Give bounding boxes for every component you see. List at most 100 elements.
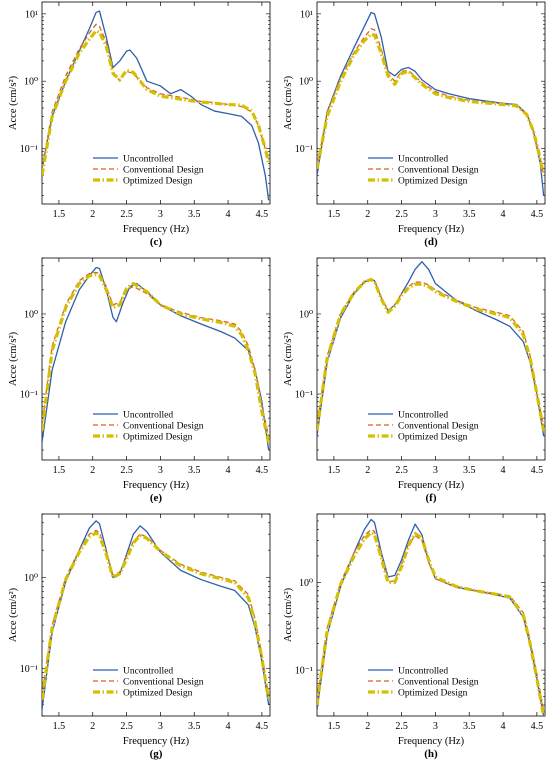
x-tick-label: 1.5 bbox=[328, 721, 341, 732]
x-tick-label: 2 bbox=[90, 209, 95, 220]
series-line-optimized bbox=[317, 32, 545, 176]
series-line-optimized bbox=[42, 531, 270, 701]
x-tick-label: 4.5 bbox=[531, 209, 544, 220]
chart-panel-e: 1.5 2 2.5 3 3.5 4 4.5 10⁻¹ 10⁰ Frequency (Hz) Acce… bbox=[0, 256, 275, 512]
x-axis-label: Frequency (Hz) bbox=[398, 224, 465, 235]
x-tick-label: 4.5 bbox=[256, 721, 269, 732]
legend-label-optimized: Optimized Design bbox=[398, 432, 468, 442]
chart-panel-f: 1.5 2 2.5 3 3.5 4 4.5 10⁻¹ 10⁰ Frequency (Hz) Acce… bbox=[275, 256, 550, 512]
x-tick-label: 2 bbox=[90, 721, 95, 732]
series-group bbox=[42, 10, 270, 201]
plot-frame bbox=[316, 1, 546, 205]
legend-label-uncontrolled: Uncontrolled bbox=[398, 154, 448, 164]
x-tick-label: 3 bbox=[158, 465, 163, 476]
x-tick-label: 2 bbox=[90, 465, 95, 476]
x-tick-label: 3.5 bbox=[188, 721, 201, 732]
y-tick-label: 10⁰ bbox=[24, 77, 38, 88]
series-line-optimized bbox=[317, 530, 545, 716]
x-axis-label: Frequency (Hz) bbox=[123, 480, 190, 491]
series-group bbox=[317, 518, 545, 716]
panel-label: (d) bbox=[424, 236, 438, 248]
series-group bbox=[317, 261, 545, 437]
chart-svg: 1.5 2 2.5 3 3.5 4 4.5 10⁻¹ 10⁰ 10¹ Frequency (Hz) A… bbox=[8, 1, 271, 248]
legend-label-conventional: Conventional Design bbox=[123, 677, 204, 687]
chart-svg: 1.5 2 2.5 3 3.5 4 4.5 10⁻¹ 10⁰ 10¹ Frequency (Hz) A… bbox=[283, 1, 546, 248]
legend-label-optimized: Optimized Design bbox=[123, 688, 193, 698]
chart-svg: 1.5 2 2.5 3 3.5 4 4.5 10⁻¹ 10⁰ Frequency (Hz) Acce… bbox=[283, 257, 546, 504]
chart-panel-d: 1.5 2 2.5 3 3.5 4 4.5 10⁻¹ 10⁰ 10¹ Frequency (Hz) A… bbox=[275, 0, 550, 256]
plot-frame bbox=[316, 257, 546, 461]
panel-label: (f) bbox=[426, 492, 437, 504]
chart-svg: 1.5 2 2.5 3 3.5 4 4.5 10⁻¹ 10⁰ Frequency (Hz) Acce… bbox=[8, 513, 271, 760]
x-axis-label: Frequency (Hz) bbox=[398, 480, 465, 491]
y-tick-label: 10⁻¹ bbox=[295, 666, 313, 677]
y-tick-label: 10⁻¹ bbox=[20, 390, 38, 401]
y-tick-label: 10⁰ bbox=[299, 77, 313, 88]
x-tick-label: 1.5 bbox=[53, 465, 66, 476]
x-tick-label: 2 bbox=[365, 721, 370, 732]
x-tick-label: 3.5 bbox=[188, 465, 201, 476]
panel-label: (e) bbox=[150, 492, 163, 504]
chart-svg: 1.5 2 2.5 3 3.5 4 4.5 10⁻¹ 10⁰ Frequency (Hz) Acce… bbox=[283, 513, 546, 760]
y-axis-label: Acce (cm/s²) bbox=[8, 331, 19, 386]
legend-label-uncontrolled: Uncontrolled bbox=[123, 666, 173, 676]
x-tick-label: 2.5 bbox=[120, 721, 133, 732]
legend-label-conventional: Conventional Design bbox=[123, 421, 204, 431]
x-tick-label: 3 bbox=[158, 721, 163, 732]
x-tick-label: 4 bbox=[501, 465, 506, 476]
x-tick-label: 4 bbox=[226, 465, 231, 476]
legend-label-optimized: Optimized Design bbox=[398, 176, 468, 186]
series-line-optimized bbox=[42, 29, 270, 176]
x-tick-label: 2.5 bbox=[395, 465, 408, 476]
panel-label: (h) bbox=[424, 748, 438, 760]
x-tick-label: 3 bbox=[433, 465, 438, 476]
legend-label-uncontrolled: Uncontrolled bbox=[123, 410, 173, 420]
legend-label-optimized: Optimized Design bbox=[123, 432, 193, 442]
series-line-conventional bbox=[42, 23, 270, 169]
x-tick-label: 2.5 bbox=[395, 721, 408, 732]
panel-label: (c) bbox=[150, 236, 163, 248]
x-tick-label: 4.5 bbox=[256, 209, 269, 220]
legend-label-conventional: Conventional Design bbox=[398, 165, 479, 175]
y-tick-label: 10⁻¹ bbox=[20, 144, 38, 155]
x-tick-label: 4 bbox=[226, 209, 231, 220]
plot-frame bbox=[316, 513, 546, 717]
y-tick-label: 10⁰ bbox=[24, 573, 38, 584]
chart-panel-g: 1.5 2 2.5 3 3.5 4 4.5 10⁻¹ 10⁰ Frequency (Hz) Acce… bbox=[0, 512, 275, 768]
x-tick-label: 4.5 bbox=[531, 721, 544, 732]
y-axis-label: Acce (cm/s²) bbox=[283, 331, 294, 386]
y-axis-label: Acce (cm/s²) bbox=[8, 587, 19, 642]
series-line-optimized bbox=[317, 277, 545, 431]
series-line-uncontrolled bbox=[42, 10, 270, 201]
legend-label-conventional: Conventional Design bbox=[398, 677, 479, 687]
y-tick-label: 10⁻¹ bbox=[295, 390, 313, 401]
x-tick-label: 2.5 bbox=[395, 209, 408, 220]
y-tick-label: 10⁻¹ bbox=[20, 664, 38, 675]
x-tick-label: 2.5 bbox=[120, 465, 133, 476]
x-tick-label: 1.5 bbox=[328, 209, 341, 220]
y-tick-label: 10¹ bbox=[25, 9, 38, 20]
x-tick-label: 1.5 bbox=[53, 721, 66, 732]
x-tick-label: 4.5 bbox=[531, 465, 544, 476]
series-group bbox=[42, 266, 270, 451]
y-axis-label: Acce (cm/s²) bbox=[283, 587, 294, 642]
y-tick-label: 10⁰ bbox=[24, 309, 38, 320]
legend-label-uncontrolled: Uncontrolled bbox=[398, 410, 448, 420]
x-tick-label: 2.5 bbox=[120, 209, 133, 220]
x-axis-label: Frequency (Hz) bbox=[398, 736, 465, 747]
series-line-conventional bbox=[317, 28, 545, 176]
legend-label-uncontrolled: Uncontrolled bbox=[123, 154, 173, 164]
x-axis-label: Frequency (Hz) bbox=[123, 224, 190, 235]
x-tick-label: 4 bbox=[501, 721, 506, 732]
x-tick-label: 2 bbox=[365, 465, 370, 476]
x-tick-label: 3.5 bbox=[188, 209, 201, 220]
x-tick-label: 3.5 bbox=[463, 721, 476, 732]
x-tick-label: 3 bbox=[433, 209, 438, 220]
x-tick-label: 3.5 bbox=[463, 209, 476, 220]
y-tick-label: 10¹ bbox=[300, 9, 313, 20]
series-line-conventional bbox=[317, 278, 545, 427]
chart-svg: 1.5 2 2.5 3 3.5 4 4.5 10⁻¹ 10⁰ Frequency (Hz) Acce… bbox=[8, 257, 271, 504]
x-tick-label: 4.5 bbox=[256, 465, 269, 476]
x-tick-label: 4 bbox=[501, 209, 506, 220]
